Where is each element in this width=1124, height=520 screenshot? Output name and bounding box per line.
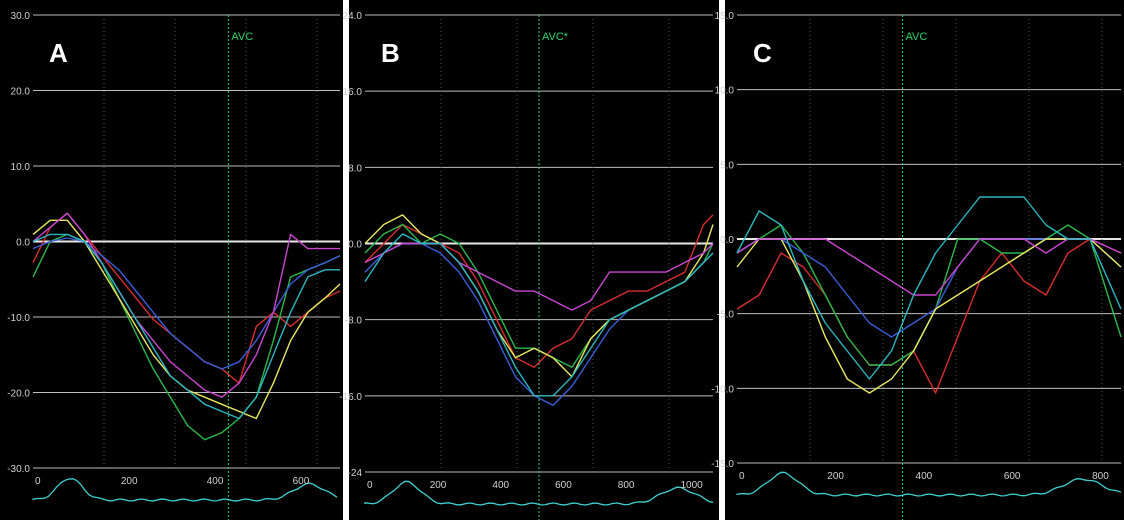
panel-background [349,0,719,520]
x-tick-label: 400 [207,476,224,487]
avc-marker-label: AVC [906,31,928,43]
y-tick-label: 0.0 [348,240,362,251]
y-tick-label: -20.0 [7,389,30,400]
y-tick-label: 24.0 [343,11,363,22]
x-tick-label: 800 [1092,471,1109,482]
avc-marker-label: AVC* [542,31,569,43]
x-tick-label: 400 [916,471,933,482]
panel-c: 15.0 10.0 5.0 0.0 -5.0 -10.0 -15.0 AVC C 0 200 400 6… [711,0,1124,520]
panel-b: 24.0 16.0 8.0 0.0 -8.0 -16.0 -24 AVC* B 0 200 400 60… [339,0,719,520]
x-tick-label: 0 [739,471,745,482]
x-tick-label: 600 [1004,471,1021,482]
avc-marker-label: AVC [231,31,253,43]
y-tick-label: 16.0 [343,87,363,98]
y-tick-label: 0.0 [720,235,734,246]
x-tick-label: 600 [293,476,310,487]
y-tick-label: 10.0 [11,162,31,173]
panel-label: C [753,38,772,68]
y-tick-label: -10.0 [711,384,734,395]
strain-curve [736,238,1122,394]
y-tick-label: 20.0 [11,87,31,98]
panel-background [0,0,343,520]
y-tick-label: 10.0 [715,86,735,97]
panel-a: 30.0 20.0 10.0 0.0 -10.0 -20.0 -30.0 AVC A 0 200 40… [0,0,343,520]
y-tick-label: 0.0 [16,238,30,249]
ecg-trace [32,478,338,502]
y-tick-label: -16.0 [339,392,362,403]
panel-label: B [381,38,400,68]
y-tick-label: 8.0 [348,163,362,174]
y-tick-label: -15.0 [711,459,734,470]
y-tick-label: 30.0 [11,11,31,22]
y-tick-label: -10.0 [7,313,30,324]
ecg-trace [364,480,714,506]
strain-curve [32,233,340,420]
strain-curve [736,196,1122,380]
x-tick-label: 0 [367,480,373,491]
x-tick-label: 1000 [681,480,704,491]
strain-curve [736,238,1122,394]
x-tick-label: 200 [430,480,447,491]
x-tick-label: 0 [35,476,41,487]
x-tick-label: 400 [492,480,509,491]
strain-curve [364,233,714,397]
x-tick-label: 800 [618,480,635,491]
y-tick-label: 5.0 [720,160,734,171]
y-tick-label: -30.0 [7,464,30,475]
x-tick-label: 600 [555,480,572,491]
strain-curve [32,212,340,398]
y-tick-label: -8.0 [345,316,363,327]
x-tick-label: 200 [827,471,844,482]
strain-curve [736,238,1122,296]
y-tick-label: -24 [348,468,363,479]
y-tick-label: 15.0 [715,11,735,22]
x-tick-label: 200 [121,476,138,487]
y-tick-label: -5.0 [717,310,735,321]
ecg-trace [736,471,1122,497]
panel-label: A [49,38,68,68]
